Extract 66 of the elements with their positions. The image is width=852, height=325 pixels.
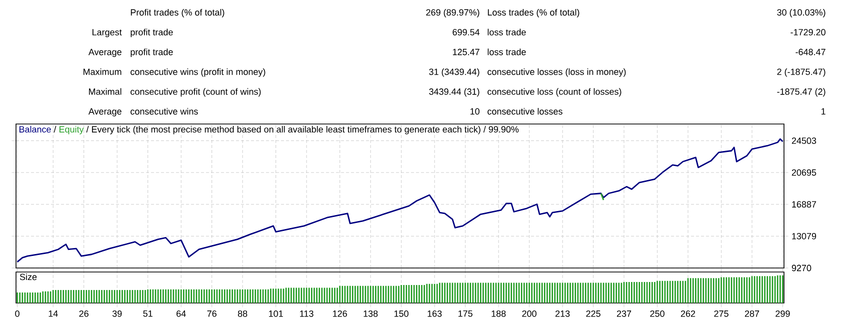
text: consecutive losses (loss in money) <box>488 68 626 77</box>
text: Loss trades (% of total) <box>488 8 580 18</box>
x-tick-label: 299 <box>776 310 790 317</box>
text: Balance <box>19 126 51 133</box>
y-tick-label: 24503 <box>792 138 816 144</box>
x-tick-label: 188 <box>492 310 506 317</box>
text: 1 <box>821 108 826 114</box>
x-tick-label: 88 <box>238 310 248 317</box>
annotation: / <box>54 126 56 133</box>
x-tick-label: 213 <box>556 310 570 317</box>
x-tick-label: 113 <box>300 310 314 317</box>
text: Average <box>88 48 122 57</box>
x-tick-label: 150 <box>394 310 408 317</box>
text: consecutive wins (profit in money) <box>130 68 266 77</box>
text: 2 (-1875.47) <box>777 68 826 77</box>
text: Average <box>88 108 122 116</box>
text: loss trade <box>488 28 526 36</box>
text: Profit trades (% of total) <box>130 8 224 18</box>
x-tick-label: 237 <box>616 310 632 317</box>
line-series <box>16 138 784 263</box>
text: 125.47 <box>452 48 480 56</box>
x-tick-label: 0 <box>15 310 20 317</box>
text: Largest <box>92 29 122 38</box>
x-tick-label: 163 <box>428 310 442 317</box>
chart-title: Size <box>20 274 37 280</box>
x-tick-label: 26 <box>79 310 88 317</box>
text: 10 <box>470 108 480 115</box>
x-tick-label: 76 <box>207 310 216 317</box>
text: -1729.20 <box>790 29 826 36</box>
y-tick-label: 9270 <box>792 264 812 272</box>
text: 30 (10.03%) <box>777 8 826 18</box>
x-tick-label: 101 <box>269 310 283 317</box>
x-tick-label: 64 <box>176 310 186 317</box>
x-tick-label: 225 <box>586 310 600 317</box>
text: consecutive loss (count of losses) <box>488 88 622 97</box>
text: 31 (3439.44) <box>429 68 480 77</box>
x-tick-label: 262 <box>680 310 696 317</box>
text: profit trade <box>130 48 173 57</box>
x-tick-label: 200 <box>522 310 536 317</box>
text: -648.47 <box>796 48 826 56</box>
text: 3439.44 (31) <box>429 88 480 97</box>
x-tick-label: 250 <box>650 310 664 317</box>
text: -1875.47 (2) <box>777 88 826 97</box>
annotation: / <box>86 126 89 133</box>
x-tick-label: 39 <box>112 310 122 317</box>
y-tick-label: 20695 <box>792 169 816 176</box>
text: 699.54 <box>452 29 480 36</box>
y-tick-label: 16887 <box>792 201 816 208</box>
text: consecutive losses <box>488 108 562 115</box>
text: consecutive wins <box>130 108 198 115</box>
x-tick-label: 287 <box>744 310 760 317</box>
text: profit trade <box>130 28 173 38</box>
text: consecutive profit (count of wins) <box>130 88 261 97</box>
text: loss trade <box>488 48 526 56</box>
chart-title: Every tick (the most precise method based on all available least timeframes to generate each tick) / 99.90% <box>92 126 519 134</box>
text: Maximum <box>84 68 122 75</box>
x-tick-label: 14 <box>48 310 58 317</box>
x-tick-label: 138 <box>364 310 378 317</box>
x-tick-label: 275 <box>714 310 728 317</box>
text: Equity <box>60 126 84 134</box>
text: 269 (89.97%) <box>426 8 480 18</box>
x-tick-label: 126 <box>333 310 347 317</box>
x-tick-label: 175 <box>458 310 472 317</box>
text: Maximal <box>89 88 122 95</box>
x-tick-label: 51 <box>143 310 152 317</box>
y-tick-label: 13079 <box>792 232 816 240</box>
